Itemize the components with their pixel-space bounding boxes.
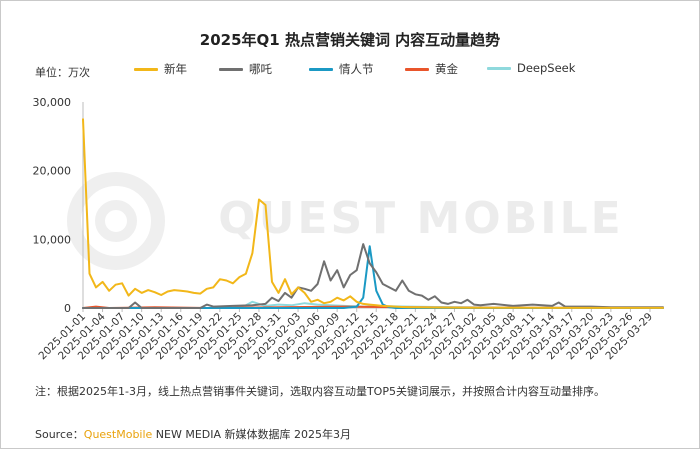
source-text: NEW MEDIA 新媒体数据库 2025年3月 — [152, 428, 352, 441]
legend-item-nezha: 哪吒 — [219, 61, 272, 77]
legend-item-deepseek: DeepSeek — [487, 61, 575, 75]
source-line: Source：QuestMobile NEW MEDIA 新媒体数据库 2025… — [35, 426, 351, 442]
legend-label: 情人节 — [339, 62, 374, 76]
legend-label: 黄金 — [435, 62, 458, 76]
legend-swatch — [405, 67, 429, 71]
source-brand: QuestMobile — [83, 428, 153, 441]
legend-item-qingrenjie: 情人节 — [309, 61, 374, 77]
legend-item-huangjin: 黄金 — [405, 61, 458, 77]
watermark-logo-icon — [67, 172, 165, 270]
series-line-哪吒 — [82, 243, 664, 309]
x-axis-ticks: 2025-01-012025-01-042025-01-072025-01-10… — [36, 308, 655, 362]
legend-swatch — [134, 67, 158, 71]
y-tick-label: 30,000 — [33, 96, 72, 109]
legend-swatch — [487, 66, 511, 70]
footnote: 注：根据2025年1-3月，线上热点营销事件关键词，选取内容互动量TOP5关键词… — [35, 385, 605, 398]
legend-item-xinnian: 新年 — [134, 61, 187, 77]
series-line-新年 — [82, 118, 664, 309]
line-chart: QUEST MOBILE 0 10,000 20,000 30,000 2025-01… — [33, 96, 664, 362]
y-tick-label: 10,000 — [33, 233, 72, 246]
y-tick-label: 20,000 — [33, 165, 72, 178]
unit-label: 单位：万次 — [35, 66, 90, 79]
legend-label: DeepSeek — [517, 61, 576, 75]
series-lines — [82, 118, 664, 309]
y-tick-label: 0 — [64, 302, 71, 315]
source-label: Source： — [35, 428, 84, 441]
series-line-情人节 — [82, 245, 664, 309]
chart-title: 2025年Q1 热点营销关键词 内容互动量趋势 — [199, 31, 501, 49]
y-axis-ticks: 0 10,000 20,000 30,000 — [33, 96, 72, 315]
legend-label: 哪吒 — [249, 62, 272, 76]
legend-label: 新年 — [164, 62, 187, 76]
legend-swatch — [309, 67, 333, 71]
legend-swatch — [219, 67, 243, 71]
watermark: QUEST MOBILE — [218, 193, 623, 244]
